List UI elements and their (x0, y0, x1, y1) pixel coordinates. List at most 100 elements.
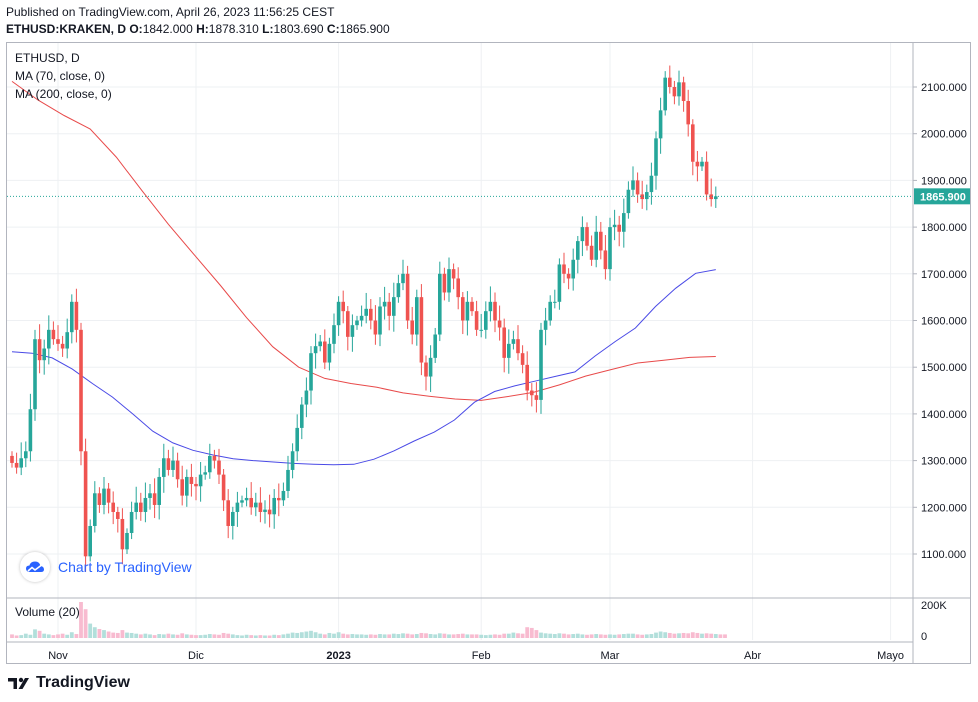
candle-body (281, 490, 286, 501)
candle (355, 315, 359, 330)
candle-body (304, 390, 309, 405)
candle (249, 482, 253, 515)
candle (33, 329, 37, 421)
candle-body (700, 161, 704, 167)
volume-bar (221, 632, 226, 638)
candle-body (474, 311, 479, 330)
candle (645, 184, 649, 211)
candle-body (203, 472, 207, 475)
candle-body (24, 451, 28, 459)
candle-body (42, 348, 46, 361)
volume-bar (115, 632, 120, 638)
candle-body (603, 250, 608, 270)
candle (267, 494, 272, 528)
candle (116, 506, 120, 533)
candle-body (668, 77, 672, 87)
candle (120, 508, 125, 565)
volume-bar (387, 634, 392, 638)
volume-bar (355, 634, 359, 638)
candle-body (691, 124, 695, 162)
footer-brand: TradingView (36, 674, 130, 691)
candle-body (189, 476, 194, 484)
legend-ma70: MA (70, close, 0) (15, 69, 106, 83)
tradingview-watermark[interactable]: Chart by TradingView (20, 552, 192, 582)
y-tick-label: 2100.000 (921, 82, 967, 94)
candle (539, 322, 543, 414)
volume-bar (19, 635, 24, 638)
candle-body (157, 476, 161, 505)
candle (235, 491, 240, 527)
candle (599, 221, 603, 260)
candle-body (258, 502, 263, 512)
candle (589, 235, 594, 266)
volume-bar (424, 633, 428, 638)
volume-bar (313, 632, 318, 638)
candle-body (309, 353, 313, 391)
volume-bar (373, 634, 378, 638)
candle-body (704, 161, 709, 195)
y-tick-label: 1700.000 (921, 269, 967, 281)
volume-bar (649, 634, 654, 638)
volume-bar (580, 634, 585, 638)
volume-bar (120, 630, 125, 638)
x-tick-label: Mayo (877, 650, 904, 662)
candle-body (428, 357, 433, 377)
volume-bar (332, 633, 336, 638)
volume-bar (479, 634, 484, 638)
candle-body (120, 518, 125, 550)
volume-bar (617, 634, 622, 638)
candle (70, 294, 74, 344)
ma70-line (11, 269, 716, 466)
candle (497, 305, 502, 341)
candle-body (10, 455, 14, 463)
volume-bar (529, 627, 534, 638)
volume-bar (704, 633, 709, 638)
volume-bar (175, 634, 180, 638)
candle (438, 261, 442, 342)
candle (106, 483, 111, 514)
candle (346, 306, 350, 351)
volume-bar (253, 635, 258, 638)
volume-bar (382, 634, 387, 638)
volume-bar (230, 634, 235, 638)
volume-bar (138, 634, 143, 638)
candle-body (14, 462, 19, 468)
candle-body (438, 273, 442, 335)
candle-body (83, 451, 88, 557)
volume-bar (672, 633, 677, 638)
footer-branding[interactable]: TradingView (8, 674, 130, 692)
candle-body (553, 301, 557, 303)
candle-body (387, 301, 391, 316)
candle-body (240, 500, 244, 503)
candle (626, 181, 631, 219)
candle-body (369, 308, 373, 321)
candle-body (557, 264, 562, 302)
candle-body (539, 329, 543, 400)
volume-bar (525, 627, 530, 638)
candle (691, 119, 695, 176)
candle-body (226, 500, 230, 526)
candle (461, 292, 465, 335)
y-tick-label: 2000.000 (921, 129, 967, 141)
volume-bar (594, 634, 599, 638)
candle (392, 282, 396, 332)
volume-bar (125, 632, 129, 638)
candle (553, 289, 557, 309)
symbol-label: ETHUSD:KRAKEN, D (6, 22, 126, 36)
volume-bar (161, 634, 166, 638)
volume-bar (171, 634, 175, 638)
volume-bar (644, 634, 649, 638)
candle (47, 315, 51, 365)
volume-bar (410, 634, 415, 638)
candle-body (649, 175, 654, 193)
candle-body (599, 231, 603, 251)
candle (635, 172, 640, 203)
candle (166, 449, 171, 476)
candle (686, 89, 690, 137)
volume-bar (69, 632, 74, 638)
candle (309, 346, 313, 405)
candle (612, 209, 617, 241)
volume-bar (226, 633, 231, 638)
candle-body (74, 301, 79, 330)
